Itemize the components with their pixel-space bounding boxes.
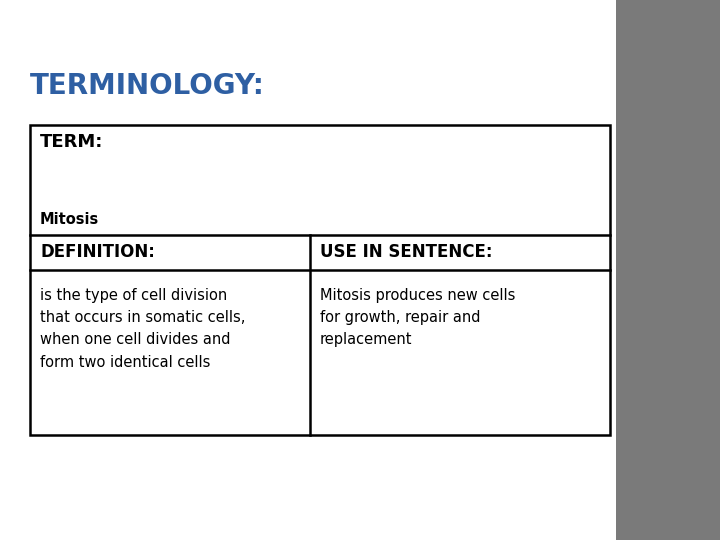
- Text: is the type of cell division
that occurs in somatic cells,
when one cell divides: is the type of cell division that occurs…: [40, 288, 246, 369]
- Bar: [616, 0, 720, 540]
- Text: Mitosis produces new cells
for growth, repair and
replacement: Mitosis produces new cells for growth, r…: [320, 288, 516, 347]
- Text: USE IN SENTENCE:: USE IN SENTENCE:: [320, 243, 492, 261]
- Text: DEFINITION:: DEFINITION:: [40, 243, 155, 261]
- Text: TERMINOLOGY:: TERMINOLOGY:: [30, 72, 265, 100]
- Text: TERM:: TERM:: [40, 133, 104, 151]
- Text: Mitosis: Mitosis: [40, 212, 99, 227]
- Bar: [30, 125, 610, 435]
